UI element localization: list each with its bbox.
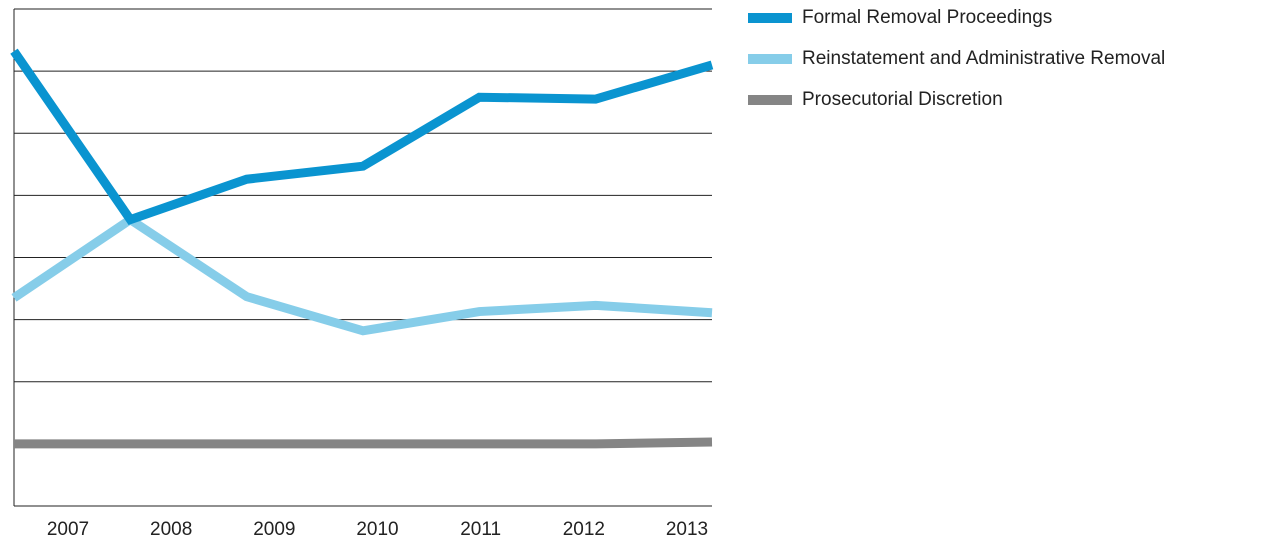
legend-swatch	[748, 13, 792, 23]
x-tick-label: 2009	[253, 519, 295, 540]
x-tick-label: 2012	[563, 519, 605, 540]
series-line	[11, 214, 713, 336]
x-tick-label: 2013	[666, 519, 708, 540]
series-line	[14, 437, 713, 449]
legend-label: Reinstatement and Administrative Removal	[802, 48, 1165, 69]
series-line	[10, 48, 714, 225]
x-tick-label: 2010	[356, 519, 398, 540]
legend-swatch	[748, 95, 792, 105]
x-tick-label: 2008	[150, 519, 192, 540]
legend-label: Prosecutorial Discretion	[802, 89, 1003, 110]
legend-label: Formal Removal Proceedings	[802, 7, 1052, 28]
legend-swatch	[748, 54, 792, 64]
x-tick-label: 2011	[460, 519, 501, 540]
x-tick-label: 2007	[47, 519, 89, 540]
